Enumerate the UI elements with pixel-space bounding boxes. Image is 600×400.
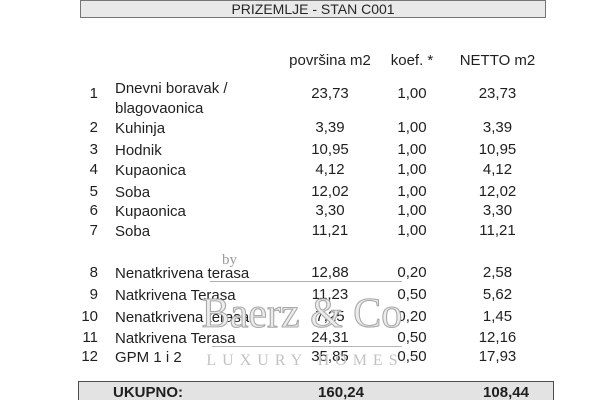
- total-row: UKUPNO: 160,24 108,44: [78, 381, 554, 400]
- row-netto: 10,95: [478, 141, 517, 158]
- column-header-povrsina: površina m2: [289, 52, 371, 69]
- row-povrsina: 10,95: [311, 141, 349, 158]
- row-name: Natkrivena Terasa: [115, 330, 236, 347]
- row-povrsina: 7,25: [315, 308, 345, 325]
- row-koef: 1,00: [397, 183, 427, 200]
- row-number: 2: [89, 119, 98, 136]
- row-number: 10: [81, 308, 98, 325]
- table-row: 5 Soba 12,02 1,00 12,02: [0, 183, 600, 203]
- row-povrsina: 4,12: [315, 161, 345, 178]
- row-povrsina: 35,85: [311, 348, 349, 365]
- row-name: Nenatkrivena terasa: [115, 265, 250, 282]
- table-row: 2 Kuhinja 3,39 1,00 3,39: [0, 119, 600, 139]
- table-row: 1 Dnevni boravak / blagovaonica 23,73 1,…: [0, 80, 600, 117]
- row-name: Kuhinja: [115, 120, 166, 137]
- column-header-netto: NETTO m2: [459, 52, 536, 69]
- row-koef: 0,50: [397, 329, 427, 346]
- row-netto: 11,21: [479, 222, 516, 239]
- total-label: UKUPNO:: [113, 384, 183, 400]
- row-number: 12: [81, 348, 98, 365]
- row-number: 9: [89, 286, 98, 303]
- row-koef: 0,50: [397, 348, 427, 365]
- row-number: 6: [89, 202, 98, 219]
- row-name: Soba: [115, 223, 151, 240]
- row-netto: 12,16: [478, 329, 517, 346]
- table-row: 10 Nenatkrivena terasa 7,25 0,20 1,45: [0, 308, 600, 328]
- table-row: 4 Kupaonica 4,12 1,00 4,12: [0, 161, 600, 181]
- table-row: 8 Nenatkrivena terasa 12,88 0,20 2,58: [0, 264, 600, 284]
- row-netto: 2,58: [482, 264, 513, 281]
- row-number: 8: [89, 264, 98, 281]
- row-name: Dnevni boravak / blagovaonica: [115, 80, 228, 117]
- row-name: Hodnik: [115, 142, 162, 159]
- row-name: Natkrivena Terasa: [115, 287, 236, 304]
- row-netto: 17,93: [478, 348, 517, 365]
- row-netto: 12,02: [478, 183, 517, 200]
- row-koef: 1,00: [397, 202, 427, 219]
- table-row: 9 Natkrivena Terasa 11,23 0,50 5,62: [0, 286, 600, 306]
- row-koef: 1,00: [397, 161, 427, 178]
- table-row: 12 GPM 1 i 2 35,85 0,50 17,93: [0, 348, 600, 368]
- row-povrsina: 11,21: [311, 222, 349, 239]
- row-povrsina: 23,73: [311, 85, 349, 102]
- row-name: Kupaonica: [115, 203, 186, 220]
- row-netto: 23,73: [478, 85, 517, 102]
- table-row: 3 Hodnik 10,95 1,00 10,95: [0, 141, 600, 161]
- row-koef: 1,00: [397, 222, 427, 239]
- total-netto: 108,44: [483, 384, 529, 400]
- row-netto: 3,30: [482, 202, 513, 219]
- row-name: Kupaonica: [115, 162, 186, 179]
- row-koef: 0,50: [397, 286, 427, 303]
- row-number: 5: [89, 183, 98, 200]
- row-koef: 0,20: [397, 264, 427, 281]
- row-name: Nenatkrivena terasa: [115, 309, 250, 326]
- row-name: Soba: [115, 184, 151, 201]
- column-header-koef: koef. *: [390, 52, 434, 69]
- row-povrsina: 24,31: [311, 329, 349, 346]
- row-koef: 1,00: [397, 141, 427, 158]
- row-povrsina: 3,39: [315, 119, 345, 136]
- row-netto: 5,62: [482, 286, 513, 303]
- table-row: 6 Kupaonica 3,30 1,00 3,30: [0, 202, 600, 222]
- row-name: GPM 1 i 2: [115, 349, 182, 366]
- row-koef: 1,00: [397, 85, 427, 102]
- document-title: PRIZEMLJE - STAN C001: [231, 1, 395, 17]
- document-title-box: PRIZEMLJE - STAN C001: [80, 0, 546, 18]
- table-row: 7 Soba 11,21 1,00 11,21: [0, 222, 600, 242]
- row-netto: 4,12: [482, 161, 513, 178]
- row-number: 11: [82, 329, 98, 346]
- row-povrsina: 12,02: [311, 183, 349, 200]
- row-koef: 1,00: [397, 119, 427, 136]
- row-netto: 1,45: [482, 308, 513, 325]
- table-row: 11 Natkrivena Terasa 24,31 0,50 12,16: [0, 329, 600, 349]
- row-koef: 0,20: [397, 308, 427, 325]
- total-povrsina: 160,24: [318, 384, 364, 400]
- row-number: 1: [89, 85, 98, 102]
- row-povrsina: 12,88: [311, 264, 349, 281]
- row-number: 4: [89, 161, 98, 178]
- row-netto: 3,39: [482, 119, 513, 136]
- row-number: 3: [89, 141, 98, 158]
- row-number: 7: [89, 222, 98, 239]
- row-povrsina: 11,23: [311, 286, 349, 303]
- row-povrsina: 3,30: [315, 202, 345, 219]
